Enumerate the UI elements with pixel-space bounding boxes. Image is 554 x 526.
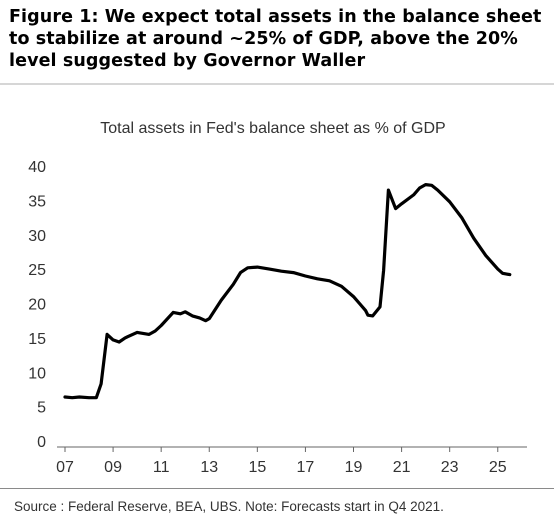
x-tick-label: 19 [345, 459, 363, 476]
x-tick-label: 23 [441, 459, 459, 476]
y-tick-label: 25 [28, 262, 46, 279]
y-tick-label: 40 [28, 159, 46, 176]
x-tick-label: 17 [297, 459, 315, 476]
x-tick-label: 25 [489, 459, 507, 476]
y-tick-label: 20 [28, 297, 46, 314]
x-tick-label: 13 [200, 459, 218, 476]
y-tick-label: 0 [37, 434, 46, 451]
y-tick-label: 5 [37, 400, 46, 417]
figure-title: Figure 1: We expect total assets in the … [9, 7, 542, 71]
y-tick-label: 10 [28, 365, 46, 382]
x-tick-label: 09 [104, 459, 122, 476]
series-line [63, 183, 512, 400]
title-divider [0, 83, 554, 85]
x-tick-label: 11 [153, 459, 170, 476]
y-tick-label: 30 [28, 228, 46, 245]
y-tick-label: 15 [28, 331, 46, 348]
x-tick-label: 07 [56, 459, 74, 476]
y-axis-ticks: 0 5 10 15 20 25 30 35 40 [28, 159, 46, 451]
source-divider [0, 488, 554, 489]
x-tick-label: 15 [248, 459, 266, 476]
chart-title: Total assets in Fed's balance sheet as %… [100, 120, 445, 137]
x-tick-label: 21 [393, 459, 411, 476]
source-note: Source : Federal Reserve, BEA, UBS. Note… [14, 499, 444, 514]
series-layer [63, 183, 512, 400]
y-tick-label: 35 [28, 193, 46, 210]
x-axis-ticks: 07 09 11 13 15 17 19 21 23 25 [56, 447, 507, 476]
